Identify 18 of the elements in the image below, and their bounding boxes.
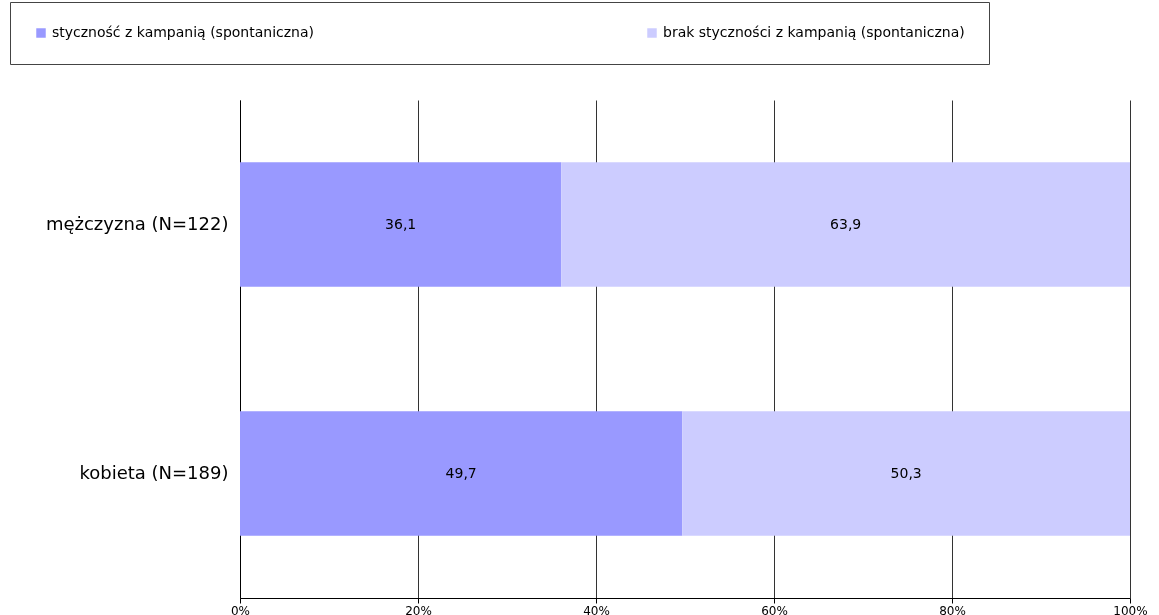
x-tick-label: 20% [405,603,432,615]
data-label: 36,1 [385,215,417,232]
data-label: 50,3 [890,464,922,481]
bar [561,162,1130,287]
bar [240,162,562,287]
x-tick-label: 80% [939,603,966,615]
x-tick-label: 100% [1113,603,1148,615]
y-tick-label: kobieta (N=189) [79,461,229,483]
x-tick-label: 40% [583,603,610,615]
legend-label: styczność z kampanią (spontaniczna) [52,24,315,40]
x-tick-label: 60% [761,603,788,615]
data-label: 49,7 [445,464,477,481]
x-tick-label: 0% [230,603,251,615]
legend-label: brak styczności z kampanią (spontaniczna) [663,24,965,40]
data-label: 63,9 [830,215,862,232]
bar [682,411,1130,536]
y-tick-label: mężczyzna (N=122) [45,212,229,234]
bar [240,411,683,536]
